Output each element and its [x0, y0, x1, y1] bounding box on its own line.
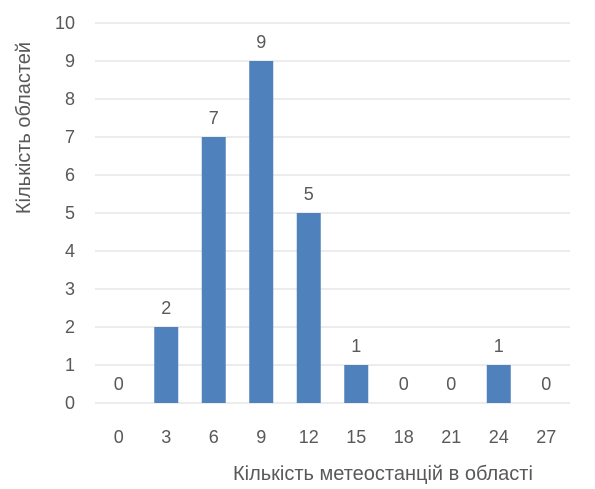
x-tick-label: 27	[536, 427, 556, 447]
x-tick-label: 0	[114, 427, 124, 447]
y-tick-label: 7	[65, 127, 75, 147]
y-tick-label: 8	[65, 89, 75, 109]
data-labels: 0 2 7 9 5 1 0 0 1 0	[114, 32, 552, 394]
bar	[486, 365, 511, 403]
data-label: 5	[304, 184, 314, 204]
bar	[154, 327, 179, 403]
y-tick-label: 4	[65, 241, 75, 261]
x-tick-label: 24	[489, 427, 509, 447]
data-label: 0	[399, 374, 409, 394]
y-tick-label: 9	[65, 51, 75, 71]
data-label: 7	[209, 108, 219, 128]
x-tick-label: 3	[161, 427, 171, 447]
y-tick-label: 3	[65, 279, 75, 299]
bar	[201, 137, 226, 403]
y-tick-label: 5	[65, 203, 75, 223]
data-label: 0	[541, 374, 551, 394]
x-tick-label: 9	[256, 427, 266, 447]
y-tick-label: 6	[65, 165, 75, 185]
y-axis-ticks: 0 1 2 3 4 5 6 7 8 9 10	[55, 13, 75, 413]
x-tick-label: 15	[346, 427, 366, 447]
data-label: 1	[494, 336, 504, 356]
x-tick-label: 6	[209, 427, 219, 447]
x-tick-label: 12	[299, 427, 319, 447]
bar	[344, 365, 369, 403]
x-axis-title: Кількість метеостанцій в області	[233, 463, 533, 484]
y-tick-label: 2	[65, 317, 75, 337]
data-label: 2	[161, 298, 171, 318]
bar	[296, 213, 321, 403]
y-axis-title: Кількість областей	[13, 42, 35, 214]
x-axis-ticks: 0 3 6 9 12 15 18 21 24 27	[114, 427, 557, 447]
y-tick-label: 1	[65, 355, 75, 375]
x-tick-label: 18	[394, 427, 414, 447]
data-label: 1	[351, 336, 361, 356]
data-label: 0	[446, 374, 456, 394]
bars	[154, 61, 511, 403]
y-tick-label: 0	[65, 393, 75, 413]
data-label: 9	[256, 32, 266, 52]
y-tick-label: 10	[55, 13, 75, 33]
data-label: 0	[114, 374, 124, 394]
bar	[249, 61, 274, 403]
x-tick-label: 21	[441, 427, 461, 447]
